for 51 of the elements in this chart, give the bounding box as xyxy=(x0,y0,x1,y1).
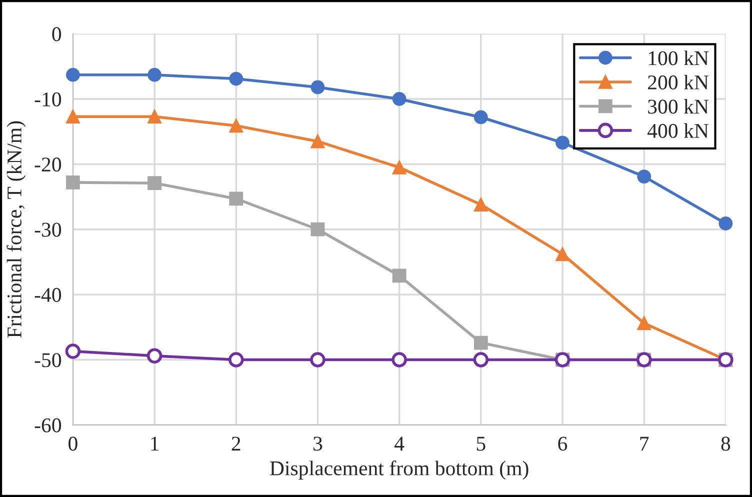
point xyxy=(66,175,80,190)
x-tick-label: 2 xyxy=(232,436,240,450)
point xyxy=(392,352,407,368)
x-tick-label: 5 xyxy=(476,436,486,451)
y-tick-label: -30 xyxy=(34,222,62,237)
point xyxy=(392,160,406,174)
point xyxy=(310,80,325,94)
legend-label: 400 kN xyxy=(648,123,709,138)
point xyxy=(228,352,244,368)
x-tick-label: 7 xyxy=(640,436,649,450)
x-tick-label: 0 xyxy=(68,436,78,451)
point xyxy=(148,68,162,82)
point xyxy=(229,72,244,86)
point xyxy=(473,352,489,368)
point xyxy=(148,110,162,124)
x-tick-label: 3 xyxy=(314,436,322,451)
point xyxy=(474,110,488,124)
point xyxy=(65,344,81,359)
point xyxy=(229,192,244,206)
y-axis-title: Frictional force, T (kN/m) xyxy=(6,121,26,338)
point xyxy=(310,134,325,148)
x-tick-label: 4 xyxy=(394,436,404,450)
point xyxy=(310,352,326,368)
point xyxy=(637,170,652,184)
x-tick-label: 6 xyxy=(558,436,568,451)
legend-label: 100 kN xyxy=(648,50,709,66)
point xyxy=(66,68,80,82)
y-tick-label: -60 xyxy=(34,418,62,432)
y-tick-label: 0 xyxy=(52,27,62,42)
point xyxy=(66,110,80,124)
point xyxy=(148,176,162,190)
y-tick-label: -50 xyxy=(34,353,62,368)
y-tick-label: -40 xyxy=(34,288,62,302)
legend-label: 300 kN xyxy=(648,99,709,114)
point xyxy=(718,216,733,230)
point xyxy=(310,222,325,236)
point xyxy=(392,268,406,283)
x-axis-title: Displacement from bottom (m) xyxy=(270,460,528,480)
y-tick-label: -20 xyxy=(34,158,62,172)
x-tick-label: 1 xyxy=(151,436,158,450)
point xyxy=(474,336,488,350)
point xyxy=(392,92,406,106)
point xyxy=(229,118,244,133)
y-tick-label: -10 xyxy=(34,92,62,106)
legend-label: 200 kN xyxy=(648,74,709,90)
point xyxy=(556,136,570,150)
x-tick-label: 8 xyxy=(721,436,730,451)
point xyxy=(146,348,162,364)
point xyxy=(637,316,652,330)
point xyxy=(556,247,570,262)
point xyxy=(474,198,488,212)
